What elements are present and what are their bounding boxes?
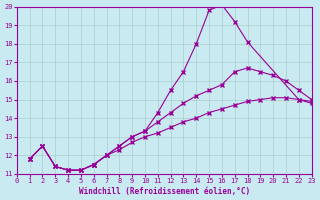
X-axis label: Windchill (Refroidissement éolien,°C): Windchill (Refroidissement éolien,°C) — [79, 187, 250, 196]
